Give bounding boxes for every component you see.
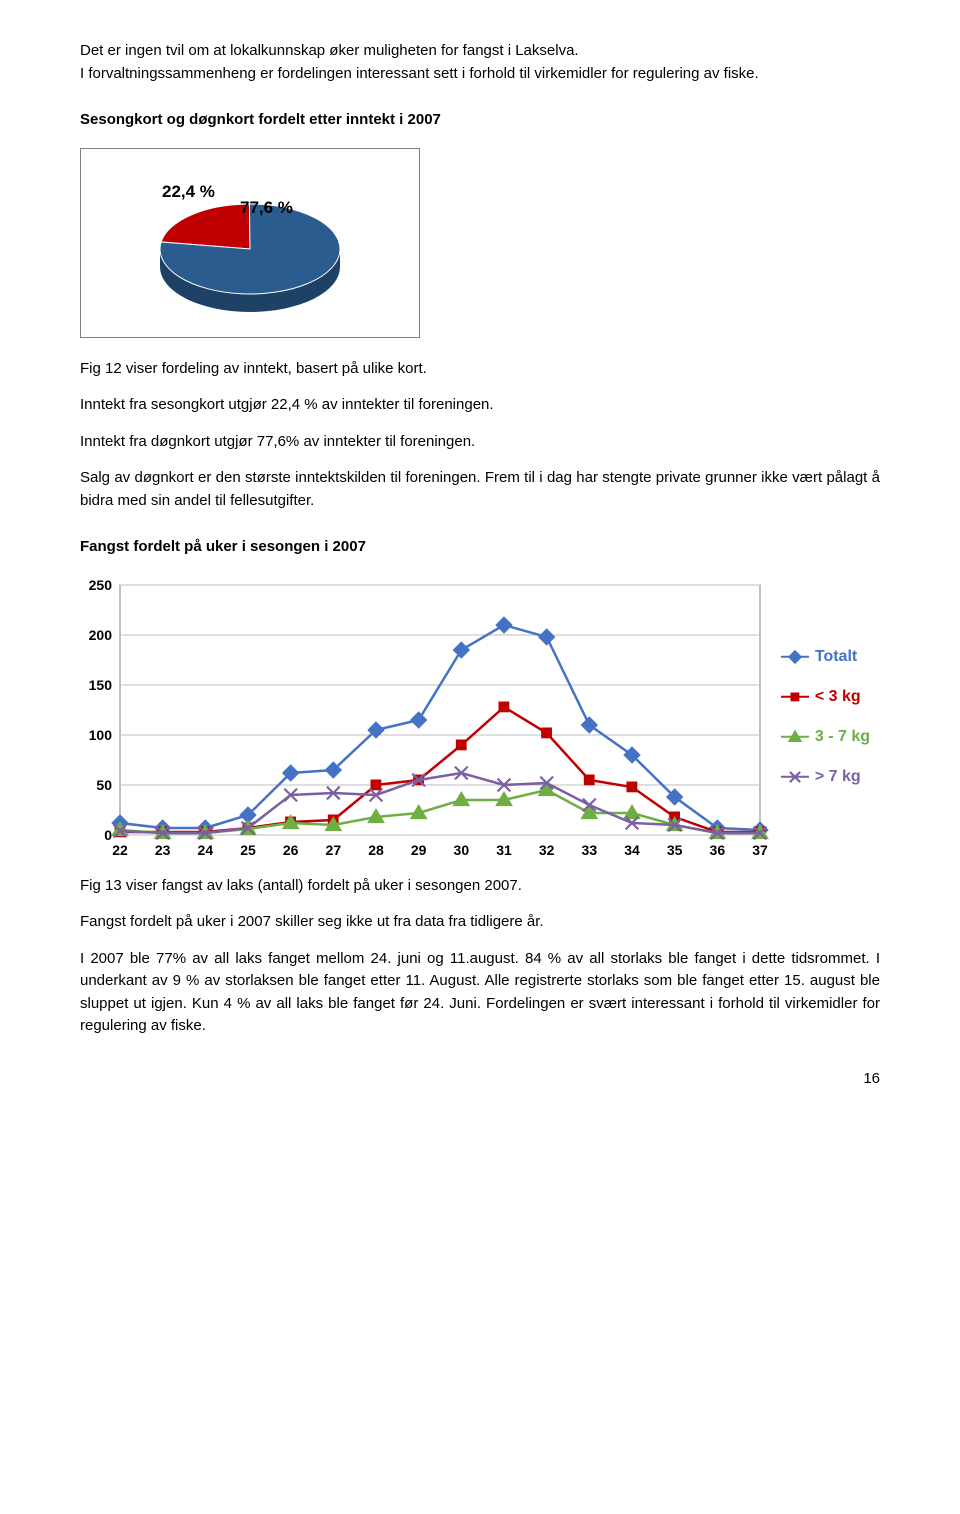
legend-item: 3 - 7 kg [781,725,870,749]
legend-item: > 7 kg [781,765,870,789]
svg-text:36: 36 [710,842,726,855]
svg-text:22: 22 [112,842,128,855]
legend-label: 3 - 7 kg [815,725,870,749]
pie-slice-label: 22,4 % [162,179,215,205]
legend-label: Totalt [815,645,857,669]
svg-text:200: 200 [89,627,113,643]
svg-text:33: 33 [582,842,598,855]
svg-text:0: 0 [104,827,112,843]
svg-text:150: 150 [89,677,113,693]
pie-chart: 22,4 % 77,6 % [100,159,400,329]
legend-label: < 3 kg [815,685,861,709]
pie-section-heading: Sesongkort og døgnkort fordelt etter inn… [80,109,880,132]
line-para-1: Fangst fordelt på uker i 2007 skiller se… [80,911,880,934]
svg-text:31: 31 [496,842,512,855]
svg-text:250: 250 [89,577,113,593]
svg-text:25: 25 [240,842,256,855]
svg-text:24: 24 [198,842,214,855]
svg-text:32: 32 [539,842,555,855]
page-number: 16 [80,1068,880,1091]
legend-item: < 3 kg [781,685,870,709]
intro-paragraph: Det er ingen tvil om at lokalkunnskap øk… [80,40,880,85]
svg-text:35: 35 [667,842,683,855]
pie-slice-label: 77,6 % [240,195,293,221]
intro-line-1: Det er ingen tvil om at lokalkunnskap øk… [80,42,579,59]
svg-text:29: 29 [411,842,427,855]
line-chart-container: 0 50 100 150 200 250 22 23 24 25 26 27 28 29 30 31 32 33 3… [80,575,870,855]
svg-text:100: 100 [89,727,113,743]
svg-text:27: 27 [326,842,342,855]
svg-text:50: 50 [96,777,112,793]
svg-text:30: 30 [454,842,470,855]
svg-text:34: 34 [624,842,640,855]
svg-text:37: 37 [752,842,768,855]
line-caption: Fig 13 viser fangst av laks (antall) for… [80,875,880,898]
svg-text:28: 28 [368,842,384,855]
line-section-heading: Fangst fordelt på uker i sesongen i 2007 [80,536,880,559]
svg-text:23: 23 [155,842,171,855]
svg-text:26: 26 [283,842,299,855]
pie-chart-container: 22,4 % 77,6 % [80,148,420,338]
line-chart-legend: Totalt < 3 kg 3 - 7 kg > 7 kg [781,645,870,805]
pie-para-2: Inntekt fra døgnkort utgjør 77,6% av inn… [80,431,880,454]
pie-para-3: Salg av døgnkort er den største inntekts… [80,467,880,512]
pie-caption: Fig 12 viser fordeling av inntekt, baser… [80,358,880,381]
intro-line-2: I forvaltningssammenheng er fordelingen … [80,65,759,82]
line-para-2: I 2007 ble 77% av all laks fanget mellom… [80,948,880,1038]
pie-para-1: Inntekt fra sesongkort utgjør 22,4 % av … [80,394,880,417]
legend-item: Totalt [781,645,870,669]
legend-label: > 7 kg [815,765,861,789]
